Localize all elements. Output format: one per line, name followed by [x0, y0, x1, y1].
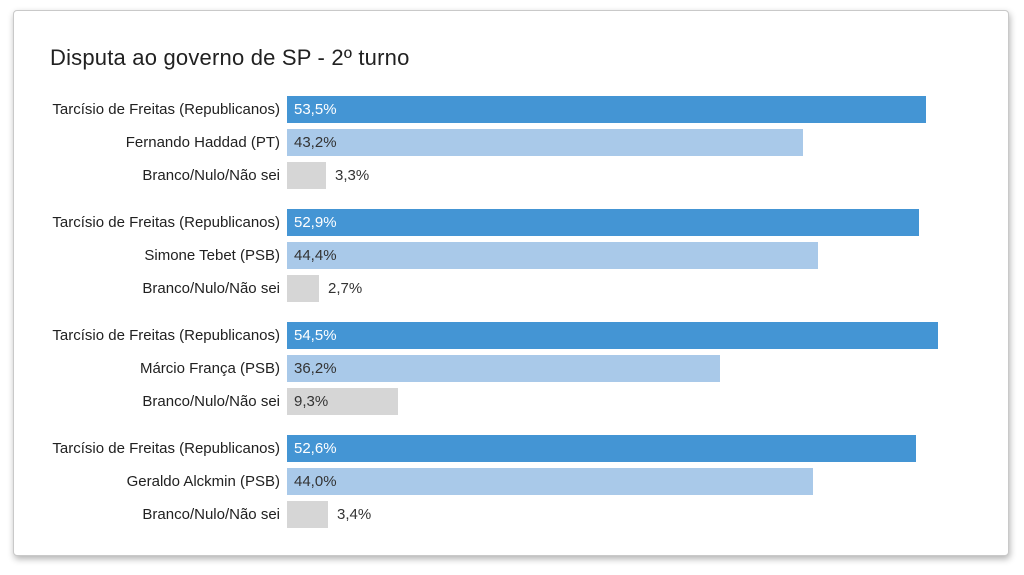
- bar-label: Geraldo Alckmin (PSB): [126, 473, 280, 490]
- bar-row: Branco/Nulo/Não sei 3,3%: [50, 162, 1008, 189]
- bar-track: 43,2%: [287, 129, 1008, 156]
- bar-track: 52,9%: [287, 209, 1008, 236]
- bar: 9,3%: [287, 388, 398, 415]
- bar: 53,5%: [287, 96, 926, 123]
- bar: 54,5%: [287, 322, 938, 349]
- bar-value: 43,2%: [294, 134, 337, 151]
- bar-row: Branco/Nulo/Não sei 2,7%: [50, 275, 1008, 302]
- bar-track: 52,6%: [287, 435, 1008, 462]
- bar-row: Fernando Haddad (PT) 43,2%: [50, 129, 1008, 156]
- bar-group: Tarcísio de Freitas (Republicanos) 54,5% M…: [50, 322, 1008, 415]
- bar-value: 52,9%: [294, 214, 337, 231]
- bar-track: 3,3%: [287, 162, 1008, 189]
- bar-track: 3,4%: [287, 501, 1008, 528]
- bar-track: 53,5%: [287, 96, 1008, 123]
- bar-row: Branco/Nulo/Não sei 3,4%: [50, 501, 1008, 528]
- bar-value: 44,4%: [294, 247, 337, 264]
- bar-row: Simone Tebet (PSB) 44,4%: [50, 242, 1008, 269]
- bar: 36,2%: [287, 355, 720, 382]
- bar: 43,2%: [287, 129, 803, 156]
- bar-value: 36,2%: [294, 360, 337, 377]
- bar-label: Tarcísio de Freitas (Republicanos): [52, 327, 280, 344]
- bar-row: Tarcísio de Freitas (Republicanos) 54,5%: [50, 322, 1008, 349]
- bar-chart: Tarcísio de Freitas (Republicanos) 53,5% F…: [50, 96, 1008, 528]
- bar-group: Tarcísio de Freitas (Republicanos) 52,9% S…: [50, 209, 1008, 302]
- bar: [287, 162, 326, 189]
- bar-track: 2,7%: [287, 275, 1008, 302]
- bar: 44,0%: [287, 468, 813, 495]
- bar-value: 52,6%: [294, 440, 337, 457]
- bar-track: 36,2%: [287, 355, 1008, 382]
- bar-row: Tarcísio de Freitas (Republicanos) 52,6%: [50, 435, 1008, 462]
- bar-value: 44,0%: [294, 473, 337, 490]
- bar-value: 3,3%: [335, 167, 370, 184]
- bar-track: 44,0%: [287, 468, 1008, 495]
- bar-label: Branco/Nulo/Não sei: [142, 167, 280, 184]
- bar-label: Branco/Nulo/Não sei: [142, 393, 280, 410]
- bar-value: 53,5%: [294, 101, 337, 118]
- bar: [287, 501, 328, 528]
- bar: 52,6%: [287, 435, 916, 462]
- bar-track: 9,3%: [287, 388, 1008, 415]
- bar-label: Tarcísio de Freitas (Republicanos): [52, 101, 280, 118]
- bar-row: Branco/Nulo/Não sei 9,3%: [50, 388, 1008, 415]
- bar-row: Tarcísio de Freitas (Republicanos) 52,9%: [50, 209, 1008, 236]
- bar-group: Tarcísio de Freitas (Republicanos) 52,6% G…: [50, 435, 1008, 528]
- bar-label: Tarcísio de Freitas (Republicanos): [52, 440, 280, 457]
- bar-label: Branco/Nulo/Não sei: [142, 506, 280, 523]
- bar-row: Geraldo Alckmin (PSB) 44,0%: [50, 468, 1008, 495]
- chart-card: Disputa ao governo de SP - 2º turno Tarc…: [13, 10, 1009, 556]
- bar-track: 44,4%: [287, 242, 1008, 269]
- bar-label: Fernando Haddad (PT): [125, 134, 280, 151]
- bar-value: 9,3%: [294, 393, 329, 410]
- bar-row: Tarcísio de Freitas (Republicanos) 53,5%: [50, 96, 1008, 123]
- bar-label: Branco/Nulo/Não sei: [142, 280, 280, 297]
- bar-label: Márcio França (PSB): [139, 360, 280, 377]
- chart-title: Disputa ao governo de SP - 2º turno: [50, 45, 410, 70]
- bar: [287, 275, 319, 302]
- bar-group: Tarcísio de Freitas (Republicanos) 53,5% F…: [50, 96, 1008, 189]
- bar-track: 54,5%: [287, 322, 1008, 349]
- bar-value: 2,7%: [328, 280, 363, 297]
- bar: 52,9%: [287, 209, 919, 236]
- bar: 44,4%: [287, 242, 818, 269]
- bar-value: 54,5%: [294, 327, 337, 344]
- bar-label: Tarcísio de Freitas (Republicanos): [52, 214, 280, 231]
- bar-row: Márcio França (PSB) 36,2%: [50, 355, 1008, 382]
- bar-label: Simone Tebet (PSB): [144, 247, 280, 264]
- bar-value: 3,4%: [337, 506, 372, 523]
